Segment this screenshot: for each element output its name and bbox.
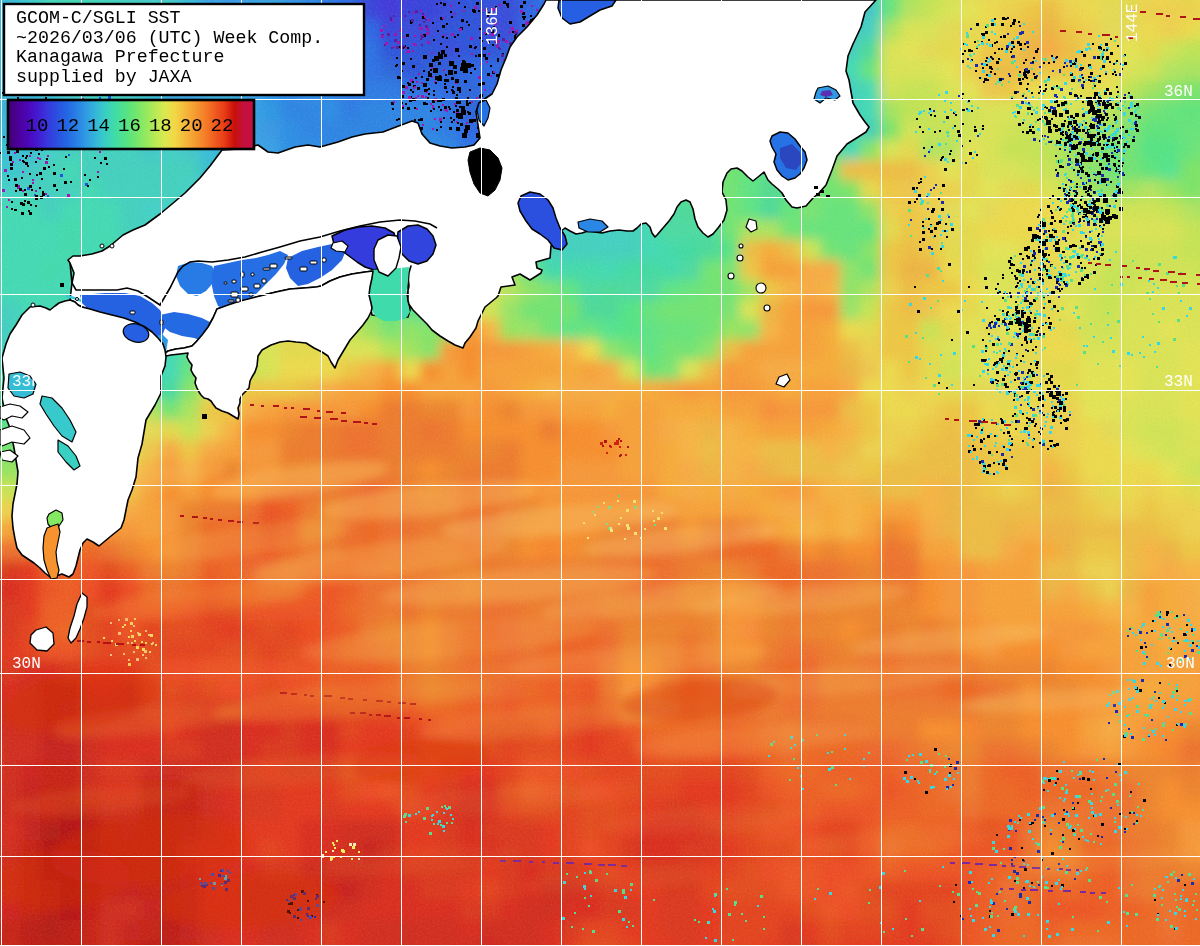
- svg-text:136E: 136E: [484, 7, 502, 45]
- svg-text:30N: 30N: [1166, 655, 1195, 673]
- svg-text:144E: 144E: [1124, 4, 1142, 42]
- svg-text:33N: 33N: [12, 373, 41, 391]
- svg-text:14: 14: [87, 115, 110, 137]
- svg-text:30N: 30N: [12, 655, 41, 673]
- svg-text:supplied by JAXA: supplied by JAXA: [16, 67, 192, 87]
- svg-text:18: 18: [149, 115, 172, 137]
- svg-text:Kanagawa Prefecture: Kanagawa Prefecture: [16, 47, 224, 67]
- svg-text:36N: 36N: [1164, 83, 1193, 101]
- svg-text:~2026/03/06 (UTC) Week Comp.: ~2026/03/06 (UTC) Week Comp.: [16, 28, 323, 48]
- svg-text:20: 20: [180, 115, 203, 137]
- svg-text:GCOM-C/SGLI SST: GCOM-C/SGLI SST: [16, 8, 181, 28]
- svg-text:22: 22: [211, 115, 234, 137]
- svg-text:33N: 33N: [1164, 373, 1193, 391]
- svg-text:16: 16: [118, 115, 141, 137]
- svg-text:12: 12: [56, 115, 79, 137]
- svg-text:10: 10: [25, 115, 48, 137]
